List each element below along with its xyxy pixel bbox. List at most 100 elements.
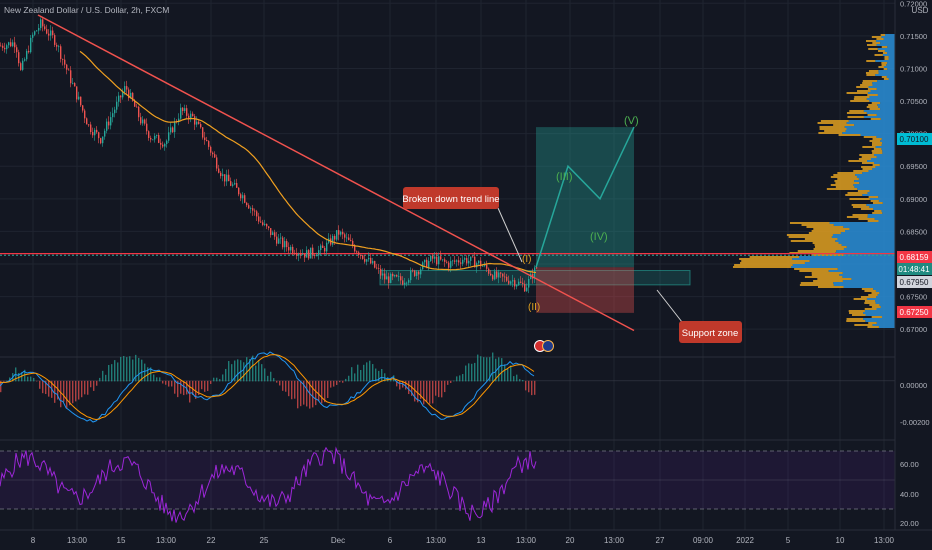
support-zone-callout[interactable]: Support zone [656, 289, 742, 343]
economic-event-icons[interactable] [534, 340, 554, 352]
stop-price-badge-label: 0.67250 [900, 308, 929, 317]
candle-body [300, 253, 302, 255]
profile-bar-orange [874, 54, 883, 56]
macd-histogram-bar [33, 377, 35, 382]
macd-histogram-bar [81, 380, 83, 398]
candle-body [312, 247, 314, 256]
candle-body [280, 237, 282, 239]
profile-bar-blue [839, 274, 895, 276]
candle-body [478, 260, 480, 264]
macd-histogram-bar [114, 360, 116, 382]
candle-body [154, 135, 156, 140]
candle-body [210, 146, 212, 153]
candle-body [118, 95, 120, 102]
candle-body [104, 130, 106, 137]
macd-histogram-bar [492, 352, 494, 382]
candle-body [208, 141, 210, 147]
macd-histogram-bar [405, 380, 407, 390]
candle-body [226, 174, 228, 182]
countdown-badge [897, 263, 932, 275]
macd-histogram-bar [453, 380, 455, 382]
candle-body [322, 245, 324, 248]
candle-body [66, 64, 68, 70]
candle-body [470, 256, 472, 261]
candle-body [290, 246, 292, 251]
candle-body [450, 261, 452, 268]
rsi-axis-tick: 60.00 [900, 460, 919, 469]
macd-histogram-bar [360, 369, 362, 382]
profile-bar-orange [833, 174, 856, 176]
candle-body [378, 268, 380, 270]
macd-histogram-bar [225, 368, 227, 382]
profile-bar-blue [882, 202, 895, 204]
macd-histogram-bar [45, 380, 47, 395]
profile-bar-blue [878, 72, 895, 74]
candle-body [218, 168, 220, 173]
profile-bar-blue [876, 156, 895, 158]
profile-bar-blue [867, 92, 895, 94]
macd-histogram-bar [534, 380, 536, 395]
macd-histogram-bar [234, 360, 236, 382]
profile-bar-blue [859, 182, 895, 184]
candle-body [368, 257, 370, 260]
profile-bar-orange [859, 154, 874, 156]
long-position-stop-area[interactable] [536, 267, 634, 313]
profile-bar-orange [884, 56, 889, 58]
profile-bar-blue [869, 198, 895, 200]
macd-histogram-bar [279, 380, 281, 386]
candle-body [276, 236, 278, 244]
candle-body [76, 86, 78, 100]
calendar-event-icon[interactable] [542, 340, 554, 352]
profile-bar-orange [850, 100, 870, 102]
candle-body [480, 260, 482, 267]
profile-bar-orange [871, 102, 881, 104]
candle-body [384, 273, 386, 280]
profile-bar-blue [875, 166, 895, 168]
profile-bar-orange [861, 162, 875, 164]
down-trend-line[interactable] [37, 14, 635, 332]
candle-body [304, 254, 306, 258]
candle-body [100, 138, 102, 144]
profile-bar-orange [800, 282, 834, 284]
candle-body [212, 152, 214, 155]
candle-body [228, 174, 230, 182]
profile-bar-blue [843, 248, 895, 250]
profile-bar-blue [880, 306, 895, 308]
candle-body [464, 258, 466, 260]
macd-histogram-bar [315, 380, 317, 406]
profile-bar-orange [804, 238, 838, 240]
time-axis-tick: 5 [786, 536, 791, 545]
candle-body [388, 276, 390, 283]
broken-trend-line-callout[interactable]: Broken down trend line [402, 187, 523, 263]
candle-body [38, 27, 40, 31]
macd-histogram-bar [117, 362, 119, 382]
candle-body [172, 127, 174, 133]
candle-body [116, 101, 118, 110]
price-badges: 0.70100 0.68159 01:48:41 0.67950 0.67250 [897, 133, 932, 318]
profile-bar-orange [849, 198, 870, 200]
profile-bar-blue [880, 118, 895, 120]
profile-bar-blue [831, 236, 895, 238]
candle-body [504, 276, 506, 278]
candle-body [448, 262, 450, 268]
profile-bar-blue [843, 226, 895, 228]
profile-bar-blue [888, 78, 895, 80]
long-position-target-area[interactable] [536, 127, 634, 268]
profile-bar-orange [845, 194, 863, 196]
candle-body [414, 270, 416, 276]
candle-body [484, 264, 486, 266]
time-axis-tick: 13:00 [426, 536, 447, 545]
last-price-badge-label: 0.67950 [900, 278, 929, 287]
candle-body [308, 250, 310, 259]
candle-body [186, 108, 188, 116]
profile-bar-orange [797, 250, 837, 252]
profile-bar-orange [854, 96, 870, 98]
countdown-badge-label: 01:48:41 [898, 265, 930, 274]
time-axis-panel[interactable] [0, 530, 932, 550]
profile-bar-blue [863, 312, 895, 314]
macd-histogram-bar [240, 360, 242, 382]
macd-histogram-bar [102, 370, 104, 382]
candle-body [370, 257, 372, 264]
